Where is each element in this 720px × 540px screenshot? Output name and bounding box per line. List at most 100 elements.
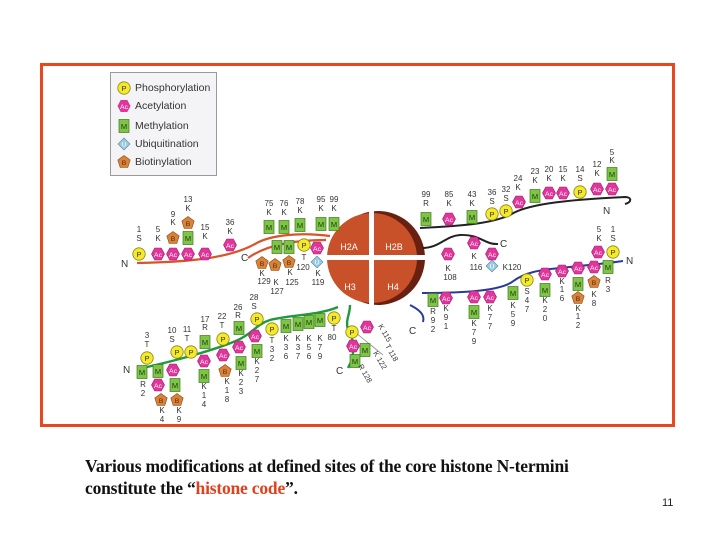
svg-text:129: 129 xyxy=(257,277,271,286)
svg-text:7: 7 xyxy=(488,322,493,331)
svg-text:K: K xyxy=(546,174,552,183)
svg-text:28: 28 xyxy=(250,293,259,302)
caption-line-2: constitute the “histone code”. xyxy=(85,477,685,499)
svg-text:125: 125 xyxy=(285,278,299,287)
svg-text:K: K xyxy=(471,319,477,328)
svg-text:S: S xyxy=(503,194,508,203)
svg-text:T: T xyxy=(185,334,190,343)
svg-text:2: 2 xyxy=(270,354,275,363)
svg-text:78: 78 xyxy=(296,197,305,206)
legend-item-acetylation: Ac Acetylation xyxy=(117,97,186,114)
h2a-n-tail: N C 1S 5K 9K 13K 15K 36K 75K 76K 78K 95K… xyxy=(121,195,340,296)
svg-text:99: 99 xyxy=(422,190,431,199)
svg-text:3: 3 xyxy=(296,343,301,352)
svg-text:5: 5 xyxy=(156,225,161,234)
svg-text:N: N xyxy=(123,365,130,376)
svg-text:1: 1 xyxy=(202,391,207,400)
svg-text:R 128: R 128 xyxy=(356,363,374,385)
svg-text:K: K xyxy=(445,264,451,273)
svg-text:K: K xyxy=(596,234,602,243)
svg-text:K: K xyxy=(446,199,452,208)
svg-text:K: K xyxy=(594,169,600,178)
legend-item-methylation: M Methylation xyxy=(117,117,189,134)
svg-text:K: K xyxy=(238,369,244,378)
svg-text:20: 20 xyxy=(545,165,554,174)
svg-text:K: K xyxy=(306,334,312,343)
svg-text:24: 24 xyxy=(514,174,523,183)
svg-text:K: K xyxy=(471,252,477,261)
svg-text:K120: K120 xyxy=(503,263,522,272)
svg-text:K: K xyxy=(609,156,615,165)
svg-text:T: T xyxy=(302,253,307,262)
svg-text:80: 80 xyxy=(328,333,337,342)
svg-text:15: 15 xyxy=(559,165,568,174)
svg-text:17: 17 xyxy=(201,315,210,324)
svg-text:5: 5 xyxy=(307,343,312,352)
svg-text:13: 13 xyxy=(184,195,193,204)
svg-text:5: 5 xyxy=(511,310,516,319)
svg-text:1: 1 xyxy=(560,285,565,294)
svg-text:C: C xyxy=(409,326,416,337)
svg-text:9: 9 xyxy=(511,319,516,328)
legend-label: Ubiquitination xyxy=(135,137,199,150)
svg-text:108: 108 xyxy=(443,273,457,282)
svg-text:K: K xyxy=(273,278,279,287)
svg-text:3: 3 xyxy=(239,387,244,396)
svg-text:K: K xyxy=(591,290,597,299)
svg-text:1: 1 xyxy=(611,225,616,234)
svg-text:120: 120 xyxy=(296,263,310,272)
legend: P Phosphorylation Ac Acetylation M Methy… xyxy=(110,72,217,176)
svg-text:P: P xyxy=(121,84,126,93)
svg-text:15: 15 xyxy=(201,223,210,232)
svg-text:K: K xyxy=(170,218,176,227)
svg-text:7: 7 xyxy=(318,343,323,352)
histone-modification-diagram: P Ac M B U H2A H2B H3 H4 N C 1S 5K 9K 13… xyxy=(121,148,633,424)
svg-text:K: K xyxy=(575,304,581,313)
svg-text:K 115: K 115 xyxy=(376,323,393,344)
svg-text:K: K xyxy=(266,208,272,217)
svg-text:K: K xyxy=(254,357,260,366)
svg-text:1: 1 xyxy=(444,322,449,331)
h4-tail: N C 5K 1S R3 K8 K12 K16 K20 S47 K59 xyxy=(409,225,633,346)
svg-text:S: S xyxy=(577,174,582,183)
svg-text:K: K xyxy=(283,334,289,343)
svg-text:K: K xyxy=(560,174,566,183)
legend-item-ubiquitination: U Ubiquitination xyxy=(117,135,199,152)
svg-text:K 122: K 122 xyxy=(371,350,389,371)
svg-text:K: K xyxy=(159,406,165,415)
legend-item-biotinylation: B Biotinylation xyxy=(117,153,192,170)
svg-text:K: K xyxy=(515,183,521,192)
svg-text:95: 95 xyxy=(317,195,326,204)
svg-text:T: T xyxy=(270,336,275,345)
svg-text:14: 14 xyxy=(576,165,585,174)
svg-text:36: 36 xyxy=(226,218,235,227)
svg-text:5: 5 xyxy=(597,225,602,234)
svg-text:4: 4 xyxy=(160,415,165,424)
svg-text:K: K xyxy=(297,206,303,215)
svg-text:9: 9 xyxy=(431,316,436,325)
svg-text:3: 3 xyxy=(606,285,611,294)
svg-text:B: B xyxy=(122,160,127,167)
svg-text:K: K xyxy=(202,232,208,241)
svg-text:S: S xyxy=(489,197,494,206)
legend-label: Acetylation xyxy=(135,99,187,112)
svg-text:S: S xyxy=(251,302,256,311)
label-h2a: H2A xyxy=(340,242,358,252)
svg-text:6: 6 xyxy=(284,352,289,361)
svg-text:7: 7 xyxy=(255,375,260,384)
svg-text:85: 85 xyxy=(445,190,454,199)
svg-text:9: 9 xyxy=(318,352,323,361)
page-number: 11 xyxy=(662,497,674,509)
svg-text:N: N xyxy=(603,206,610,217)
svg-text:6: 6 xyxy=(307,352,312,361)
svg-text:N: N xyxy=(121,259,128,270)
svg-text:K: K xyxy=(317,334,323,343)
svg-text:2: 2 xyxy=(255,366,260,375)
svg-text:11: 11 xyxy=(183,325,192,334)
svg-text:10: 10 xyxy=(168,326,177,335)
svg-text:6: 6 xyxy=(560,294,565,303)
svg-text:K: K xyxy=(542,296,548,305)
legend-item-phosphorylation: P Phosphorylation xyxy=(117,79,210,96)
slide-caption: Various modifications at defined sites o… xyxy=(85,455,685,499)
